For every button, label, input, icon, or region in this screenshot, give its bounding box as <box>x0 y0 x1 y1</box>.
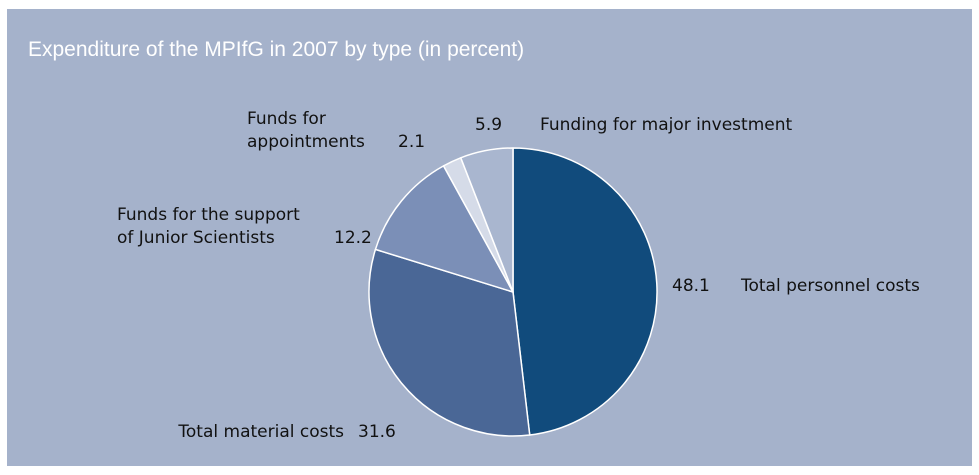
slice-value-2: 31.6 <box>358 422 396 442</box>
slice-label-1: Total personnel costs <box>740 276 920 296</box>
pie-slice-1 <box>512 147 658 436</box>
slice-label-line: Funds for the support <box>117 205 300 225</box>
slice-label-3: Funds for the support of Junior Scientist… <box>117 205 300 248</box>
slice-label-line: Total personnel costs <box>740 276 920 296</box>
slice-label-5: Funding for major investment <box>540 115 792 135</box>
chart-title: Expenditure of the MPIfG in 2007 by type… <box>28 38 525 61</box>
pie-labels: Total personnel costs 48.1 Total material … <box>117 109 920 442</box>
slice-label-line: appointments <box>247 132 365 152</box>
slice-label-line: Total material costs <box>177 422 344 442</box>
slice-value-1: 48.1 <box>672 276 710 296</box>
pie-slices <box>368 147 658 437</box>
slice-label-line: Funds for <box>247 109 326 129</box>
slice-value-3: 12.2 <box>334 228 372 248</box>
pie-slice-2 <box>368 248 531 437</box>
slice-label-4: Funds for appointments <box>247 109 365 152</box>
slice-label-line: of Junior Scientists <box>117 228 275 248</box>
slice-label-line: Funding for major investment <box>540 115 792 135</box>
slice-value-5: 5.9 <box>475 115 502 135</box>
slice-label-2: Total material costs <box>177 422 344 442</box>
slice-value-4: 2.1 <box>398 132 425 152</box>
pie-slice-5 <box>460 147 514 293</box>
pie-slice-3 <box>374 165 514 293</box>
